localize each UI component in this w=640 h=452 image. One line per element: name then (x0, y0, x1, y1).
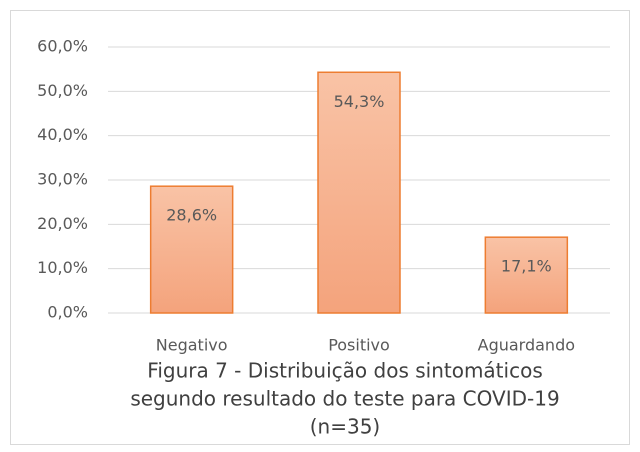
chart-title: segundo resultado do teste para COVID-19 (130, 387, 559, 411)
y-tick-label: 60,0% (37, 37, 88, 56)
bar (484, 236, 569, 314)
data-label: 17,1% (501, 257, 552, 276)
y-tick-label: 40,0% (37, 125, 88, 144)
bar (149, 185, 234, 314)
data-label: 28,6% (166, 206, 217, 225)
y-tick-label: 20,0% (37, 214, 88, 233)
y-tick-label: 0,0% (47, 303, 88, 322)
chart-title: (n=35) (310, 415, 381, 439)
bar (317, 71, 401, 314)
y-tick-label: 50,0% (37, 81, 88, 100)
x-tick-label: Positivo (328, 336, 390, 355)
y-tick-label: 30,0% (37, 170, 88, 189)
data-label: 54,3% (334, 92, 385, 111)
x-tick-label: Aguardando (478, 336, 575, 355)
chart-title: Figura 7 - Distribuição dos sintomáticos (147, 359, 542, 383)
y-tick-label: 10,0% (37, 258, 88, 277)
x-tick-label: Negativo (156, 336, 228, 355)
